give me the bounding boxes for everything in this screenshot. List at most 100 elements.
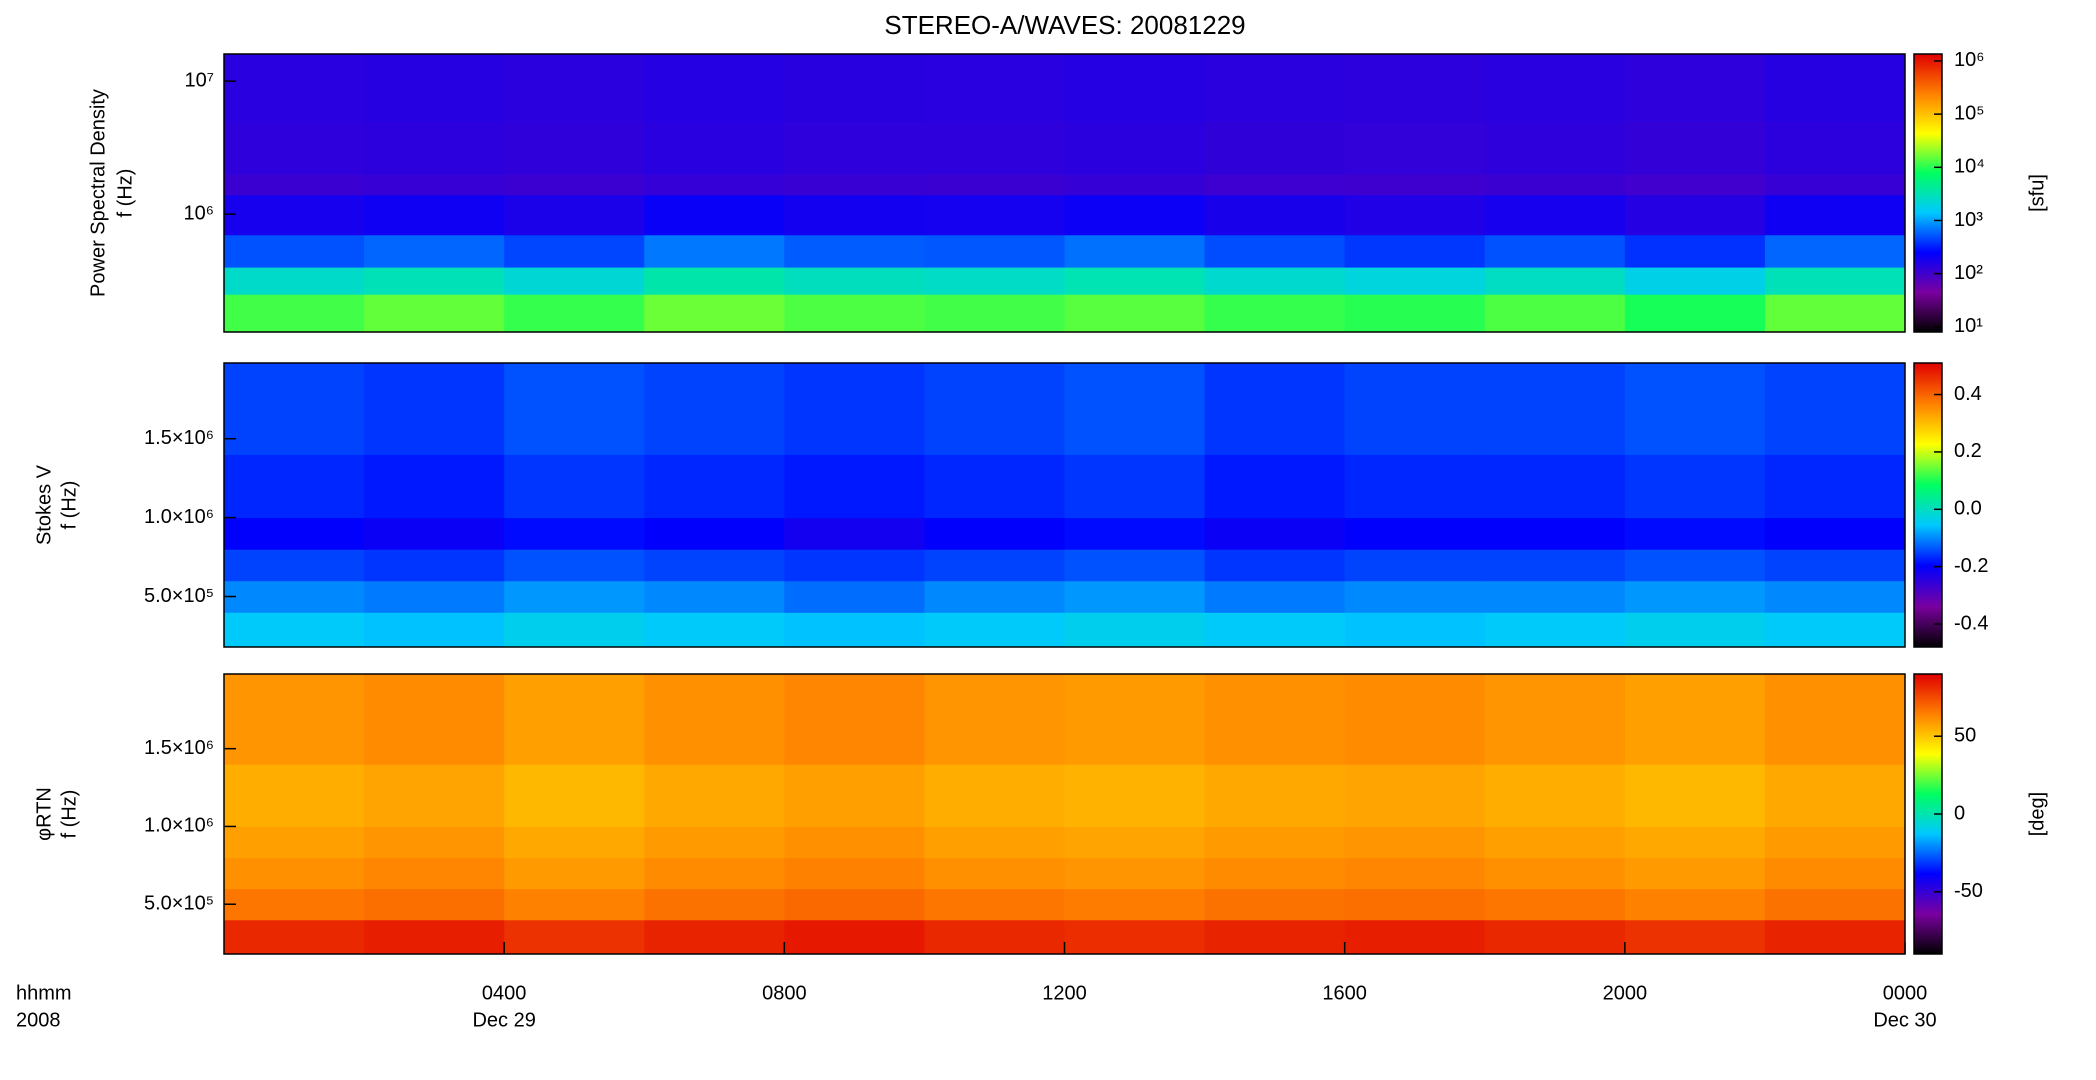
colorbar-tick-label: 50 (1954, 725, 1976, 747)
heatmap-cell (1624, 612, 1766, 648)
heatmap-cell (504, 121, 645, 175)
heatmap-cell (1344, 294, 1486, 333)
heatmap-cell (504, 857, 645, 890)
heatmap-cell (1344, 194, 1486, 236)
heatmap-cell (1064, 580, 1206, 613)
heatmap-cell (1484, 363, 1626, 456)
colorbar-tick-label: -0.2 (1954, 555, 1988, 577)
heatmap-cell (644, 174, 785, 196)
heatmap-cell (1344, 54, 1486, 122)
heatmap-cell (504, 194, 645, 236)
heatmap-cell (644, 363, 785, 456)
colorbar-label: [sfu] (2026, 174, 2048, 212)
chart-title: STEREO-A/WAVES: 20081229 (884, 10, 1245, 40)
colorbar-tick-label: 0.2 (1954, 440, 1982, 462)
x-tick-label: 1200 (1042, 982, 1087, 1004)
heatmap-cell (784, 919, 925, 955)
colorbar-tick-label: 0 (1954, 802, 1965, 824)
heatmap-cell (504, 764, 645, 827)
heatmap-cell (1764, 517, 1906, 550)
colorbar-tick-label: 0.4 (1954, 383, 1982, 405)
heatmap-cell (224, 267, 365, 295)
heatmap-cell (1764, 121, 1906, 175)
heatmap-cell (644, 194, 785, 236)
heatmap-cell (1064, 267, 1206, 295)
heatmap-cell (1484, 888, 1626, 921)
heatmap-cell (644, 888, 785, 921)
colorbar (1913, 53, 1943, 333)
heatmap-cell (1764, 857, 1906, 890)
heatmap-cell (1204, 267, 1346, 295)
heatmap-cell (504, 549, 645, 582)
heatmap-cell (1064, 517, 1206, 550)
heatmap-cell (364, 764, 505, 827)
colorbar-tick-label: 10² (1954, 262, 1983, 284)
heatmap-cell (364, 919, 505, 955)
x-axis-label: hhmm (16, 982, 72, 1004)
heatmap-cell (1624, 549, 1766, 582)
heatmap-cell (1064, 234, 1206, 268)
heatmap-cell (784, 549, 925, 582)
heatmap-cell (224, 580, 365, 613)
heatmap-cell (364, 267, 505, 295)
heatmap-cell (1624, 121, 1766, 175)
heatmap-cell (644, 294, 785, 333)
heatmap-cell (224, 919, 365, 955)
heatmap-cell (1764, 549, 1906, 582)
heatmap-cell (504, 294, 645, 333)
heatmap-cell (1624, 580, 1766, 613)
heatmap-cell (1344, 121, 1486, 175)
heatmap-cell (504, 612, 645, 648)
heatmap-cell (504, 234, 645, 268)
heatmap-cell (504, 54, 645, 122)
heatmap-cell (644, 549, 785, 582)
heatmap-cell (924, 294, 1065, 333)
heatmap-cell (1064, 549, 1206, 582)
y-axis-label: Power Spectral Density (87, 89, 109, 297)
heatmap-cell (644, 612, 785, 648)
heatmap-cell (784, 454, 925, 519)
heatmap-cell (644, 454, 785, 519)
heatmap-cell (1204, 294, 1346, 333)
y-tick-label: 5.0×10⁵ (144, 585, 214, 607)
heatmap-cell (1764, 674, 1906, 765)
heatmap-cell (1484, 549, 1626, 582)
heatmap-cell (1344, 363, 1486, 456)
y-tick-label: 1.5×10⁶ (144, 737, 214, 759)
heatmap-cell (1204, 857, 1346, 890)
heatmap-cell (784, 888, 925, 921)
heatmap-cell (224, 234, 365, 268)
heatmap-cell (224, 121, 365, 175)
heatmap-cell (1344, 549, 1486, 582)
heatmap-cell (784, 121, 925, 175)
heatmap-cell (1624, 454, 1766, 519)
heatmap-cell (784, 294, 925, 333)
heatmap-cell (504, 919, 645, 955)
heatmap-cell (364, 294, 505, 333)
heatmap-cell (924, 194, 1065, 236)
heatmap-cell (1204, 174, 1346, 196)
heatmap-cell (1764, 174, 1906, 196)
heatmap-cell (1064, 919, 1206, 955)
heatmap-cell (224, 764, 365, 827)
colorbar-tick-label: -50 (1954, 880, 1983, 902)
heatmap-cell (1064, 174, 1206, 196)
heatmap-cell (364, 234, 505, 268)
heatmap-cell (1064, 454, 1206, 519)
x-date-label: Dec 30 (1873, 1009, 1936, 1031)
heatmap-cell (1204, 919, 1346, 955)
heatmap-cell (224, 826, 365, 859)
heatmap-cell (1344, 826, 1486, 859)
heatmap-cell (784, 54, 925, 122)
heatmap-cell (224, 294, 365, 333)
heatmap-cell (224, 612, 365, 648)
heatmap-cell (504, 454, 645, 519)
heatmap-cell (924, 919, 1065, 955)
heatmap-cell (644, 121, 785, 175)
heatmap-cell (1204, 674, 1346, 765)
heatmap-cell (1764, 764, 1906, 827)
heatmap-cell (364, 580, 505, 613)
y-tick-label: 5.0×10⁵ (144, 893, 214, 915)
plot-frame (223, 362, 1906, 648)
